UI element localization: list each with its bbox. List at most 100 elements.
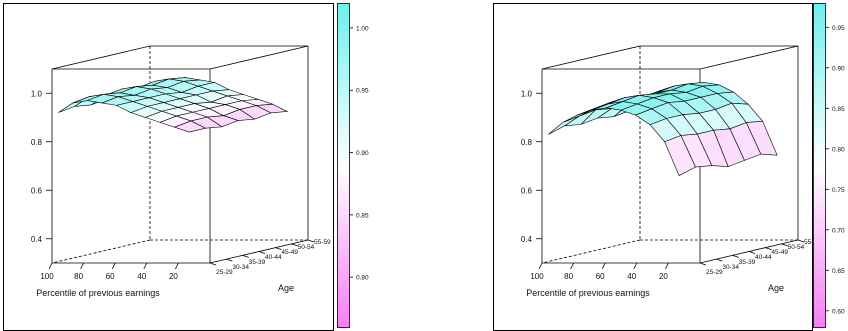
z-tick-label: 1.0 — [521, 89, 533, 98]
y-tick-label: 55-59 — [804, 239, 821, 246]
colorbar-segment — [813, 30, 825, 36]
colorbar-segment — [813, 170, 825, 177]
colorbar-segment — [337, 40, 349, 47]
colorbar-segment — [813, 267, 825, 274]
colorbar-segment — [337, 278, 349, 285]
z-tick-label: 0.4 — [521, 235, 533, 244]
colorbar-segment — [337, 175, 349, 182]
colorbar-segment — [337, 138, 349, 144]
colorbar-segment — [813, 278, 825, 285]
colorbar-segment — [337, 229, 349, 236]
y-tick — [716, 258, 723, 262]
colorbar-segment — [337, 57, 349, 63]
x-tick — [633, 262, 638, 270]
colorbar-segment — [337, 78, 349, 85]
colorbar-segment — [813, 111, 825, 117]
colorbar-segment — [813, 165, 825, 171]
colorbar-tick-label: 0.70 — [832, 227, 845, 234]
colorbar-segment — [337, 105, 349, 112]
colorbar-segment — [813, 138, 825, 144]
colorbar-segment — [337, 267, 349, 274]
colorbar-segment — [337, 165, 349, 171]
y-tick — [732, 254, 739, 258]
colorbar-segment — [337, 192, 349, 198]
colorbar-tick-label: 0.95 — [832, 25, 845, 32]
colorbar-segment — [813, 154, 825, 161]
y-tick — [699, 262, 707, 266]
box-edge — [541, 45, 641, 70]
colorbar-segment — [337, 246, 349, 252]
y-tick — [209, 262, 217, 266]
colorbar-segment — [337, 159, 349, 166]
colorbar-segment — [813, 224, 825, 231]
colorbar-segment — [337, 316, 349, 323]
colorbar-segment — [813, 208, 825, 215]
colorbar-segment — [337, 132, 349, 139]
colorbar-segment — [813, 251, 825, 258]
colorbar-segment — [813, 305, 825, 312]
colorbar-segment — [813, 294, 825, 301]
colorbar-segment — [337, 202, 349, 209]
colorbar-segment — [337, 310, 349, 317]
plot-frame — [493, 3, 813, 331]
colorbar-segment — [337, 283, 349, 290]
colorbar-segment — [813, 256, 825, 263]
colorbar-tick-label: 0.65 — [832, 268, 845, 275]
colorbar-segment — [337, 219, 349, 225]
colorbar-segment — [813, 35, 825, 42]
colorbar-segment — [337, 116, 349, 123]
colorbar-segment — [813, 127, 825, 134]
colorbar-segment — [337, 251, 349, 258]
colorbar-segment — [337, 289, 349, 296]
colorbar-tick-label: 0.80 — [832, 146, 845, 153]
colorbar-segment — [337, 127, 349, 134]
box-edge — [51, 45, 151, 70]
z-tick-label: 0.4 — [31, 235, 43, 244]
colorbar-segment — [337, 170, 349, 177]
colorbar-segment — [813, 316, 825, 323]
surface-cell — [548, 115, 580, 135]
colorbar-segment — [813, 300, 825, 306]
surface — [58, 77, 289, 133]
colorbar-segment — [337, 94, 349, 101]
colorbar-segment — [337, 143, 349, 150]
colorbar-tick-label: 0.90 — [832, 65, 845, 72]
colorbar-segment — [813, 289, 825, 296]
colorbar-segment — [337, 148, 349, 155]
y-tick-label: 35-39 — [249, 259, 266, 266]
y-tick — [748, 251, 756, 254]
colorbar-segment — [813, 89, 825, 96]
colorbar-segment — [813, 273, 825, 279]
z-tick-label: 0.8 — [31, 138, 43, 147]
box-edge-hidden — [51, 239, 151, 264]
colorbar-segment — [337, 208, 349, 215]
y-axis-title: Age — [768, 283, 784, 293]
colorbar-segment — [813, 246, 825, 252]
y-tick-label: 45-49 — [771, 249, 788, 256]
colorbar-segment — [337, 19, 349, 26]
colorbar-segment — [813, 84, 825, 90]
colorbar-segment — [337, 213, 349, 220]
colorbar-segment — [813, 186, 825, 193]
x-tick-label: 20 — [169, 272, 178, 281]
plot-frame — [3, 3, 334, 331]
colorbar-segment — [337, 294, 349, 301]
z-tick-label: 0.8 — [521, 138, 533, 147]
colorbar-segment — [337, 3, 349, 9]
colorbar-segment — [813, 78, 825, 85]
colorbar-tick-label: 0.95 — [356, 88, 369, 95]
colorbar-segment — [337, 35, 349, 42]
y-tick — [291, 243, 298, 247]
colorbar-segment — [813, 24, 825, 31]
y-tick-label: 40-44 — [265, 254, 282, 261]
y-tick — [242, 254, 249, 258]
colorbar-segment — [813, 100, 825, 107]
colorbar-segment — [337, 111, 349, 117]
colorbar-segment — [337, 224, 349, 231]
y-tick — [307, 239, 315, 243]
z-tick-label: 0.6 — [31, 186, 43, 195]
x-axis-title: Percentile of previous earnings — [526, 288, 650, 298]
x-tick — [665, 262, 669, 270]
colorbar-segment — [813, 197, 825, 204]
